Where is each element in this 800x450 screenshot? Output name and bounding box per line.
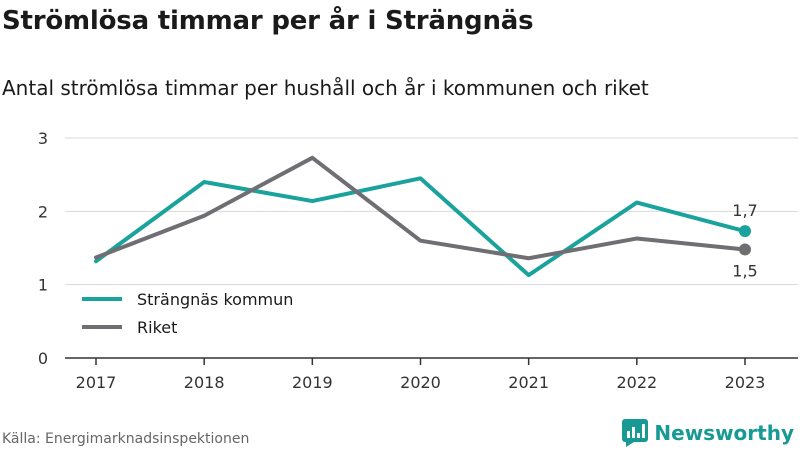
- data-label: 1,7: [732, 201, 757, 220]
- x-tick-label: 2019: [292, 373, 333, 392]
- legend-label: Strängnäs kommun: [137, 290, 293, 309]
- y-tick-label: 3: [38, 129, 48, 148]
- x-tick-label: 2023: [725, 373, 766, 392]
- series-end-point-1: [739, 243, 751, 256]
- y-tick-label: 0: [38, 349, 48, 368]
- axis-layer: 0 1 2 3 2017 2018 2019 2020 2021 2022 2023: [38, 129, 798, 392]
- legend-label: Riket: [137, 318, 177, 337]
- x-tick-label: 2018: [184, 373, 225, 392]
- x-tick-label: 2022: [616, 373, 657, 392]
- x-tick-label: 2017: [76, 373, 117, 392]
- series-line-1: [94, 155, 747, 261]
- y-tick-label: 2: [38, 202, 48, 221]
- x-tick-label: 2020: [400, 373, 441, 392]
- y-tick-label: 1: [38, 276, 48, 295]
- series-layer: 1,7 1,5: [94, 155, 758, 280]
- grid-layer: [65, 137, 798, 286]
- series-line-0: [94, 176, 747, 278]
- data-label: 1,5: [732, 261, 757, 280]
- legend: Strängnäs kommun Riket: [82, 290, 293, 337]
- page-title: Strömlösa timmar per år i Strängnäs: [2, 6, 534, 36]
- x-tick-label: 2021: [508, 373, 549, 392]
- series-end-point-0: [739, 225, 751, 238]
- bar-chart-speech-bubble-icon: [622, 419, 649, 447]
- source-note: Källa: Energimarknadsinspektionen: [2, 431, 250, 447]
- page-subtitle: Antal strömlösa timmar per hushåll och å…: [2, 76, 649, 100]
- brand-logo[interactable]: Newsworthy: [622, 419, 794, 447]
- brand-name: Newsworthy: [654, 421, 794, 445]
